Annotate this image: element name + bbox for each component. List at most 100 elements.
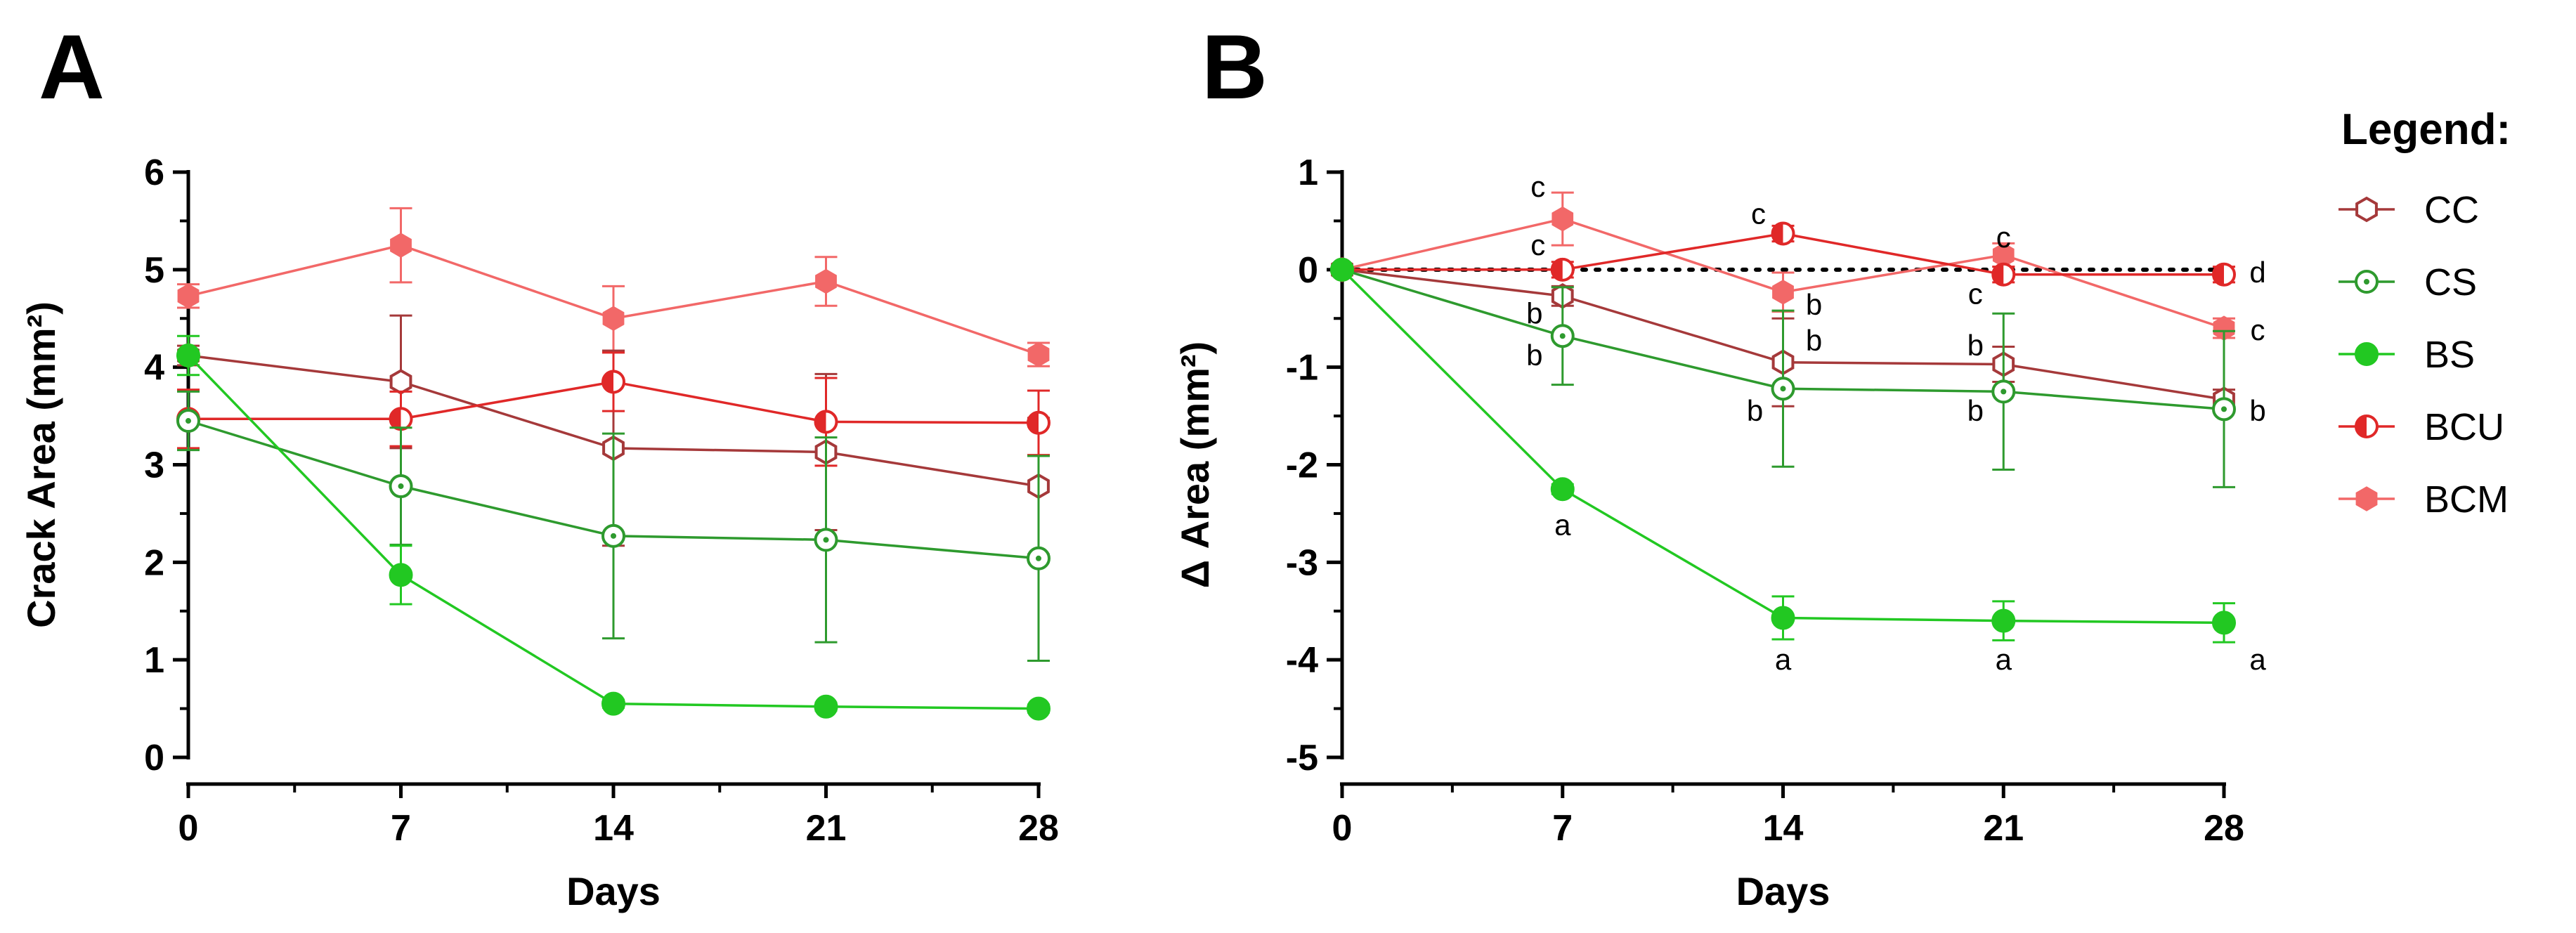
panel-b-letter: B xyxy=(1202,15,1268,118)
legend-title: Legend: xyxy=(2341,105,2511,154)
significance-letter: c xyxy=(2251,313,2265,346)
data-point xyxy=(390,563,412,586)
data-point xyxy=(1772,606,1795,629)
panel-a-letter: A xyxy=(39,15,105,118)
x-tick-label: 21 xyxy=(1983,808,2024,849)
x-axis-title: Days xyxy=(1736,869,1830,913)
significance-letter: a xyxy=(2249,643,2266,676)
data-point xyxy=(178,285,198,307)
figure-canvas: A B 01234560 7 14 21 28DaysCrack Area (mm²) … xyxy=(0,0,2576,933)
significance-letter: b xyxy=(2249,394,2265,427)
data-point xyxy=(1773,378,1794,399)
significance-letter: c xyxy=(1751,197,1766,230)
y-tick-label: -4 xyxy=(1286,640,1318,681)
y-axis-title: Crack Area (mm²) xyxy=(19,301,63,628)
data-point xyxy=(603,371,624,392)
significance-letter: b xyxy=(1806,324,1822,357)
legend-marker xyxy=(2357,198,2376,221)
legend-marker xyxy=(2356,416,2377,437)
data-point xyxy=(1028,412,1049,433)
data-point xyxy=(178,410,199,431)
significance-letter: c xyxy=(1530,170,1545,203)
data-point xyxy=(177,344,200,367)
y-tick-label: 0 xyxy=(1298,250,1318,291)
significance-letter: a xyxy=(1775,643,1792,676)
chart-a: 0 1 2 3 4 5 6 0 7 14 21 28 Days Crack Area (mm²) xyxy=(19,152,1059,913)
x-tick-label: 7 xyxy=(391,808,411,849)
data-point xyxy=(1553,208,1573,230)
significance-letter: b xyxy=(1967,394,1984,427)
data-point xyxy=(1552,259,1573,280)
data-point xyxy=(1773,223,1794,244)
x-tick-label: 0 xyxy=(1332,808,1353,849)
y-tick-label: 1 xyxy=(144,640,164,681)
y-tick-label: -5 xyxy=(1286,738,1318,778)
data-point xyxy=(816,411,837,432)
significance-letter: b xyxy=(1526,296,1542,330)
x-tick-label: 28 xyxy=(2204,808,2244,849)
y-axis-title: Δ Area (mm²) xyxy=(1173,341,1217,588)
data-point xyxy=(1029,344,1048,366)
y-tick-label: -1 xyxy=(1286,348,1318,389)
data-point xyxy=(391,408,412,429)
data-point xyxy=(1552,478,1574,500)
legend-item-bs: BS xyxy=(2338,334,2475,376)
legend-label: BCM xyxy=(2424,478,2509,521)
significance-letter: c xyxy=(1530,228,1545,261)
y-tick-label: -2 xyxy=(1286,445,1318,486)
legend: Legend: CC CS BS BCU BCM xyxy=(2338,105,2511,521)
legend-label: BCU xyxy=(2424,406,2504,448)
legend-item-bcu: BCU xyxy=(2338,406,2504,448)
significance-letter: b xyxy=(1747,394,1763,427)
x-tick-label: 7 xyxy=(1552,808,1573,849)
y-tick-label: -3 xyxy=(1286,542,1318,583)
data-point xyxy=(604,307,623,330)
data-point xyxy=(1331,259,1353,281)
data-point xyxy=(1993,264,2014,285)
x-axis-title: Days xyxy=(566,869,661,913)
legend-item-cs: CS xyxy=(2338,261,2477,304)
data-point xyxy=(817,270,836,293)
data-point xyxy=(1993,381,2014,402)
y-tick-label: 0 xyxy=(144,738,164,778)
legend-marker xyxy=(2356,271,2377,292)
x-tick-label: 14 xyxy=(1763,808,1804,849)
data-point xyxy=(815,696,838,718)
data-point xyxy=(1027,698,1050,720)
legend-label: CS xyxy=(2424,261,2477,304)
legend-marker xyxy=(2357,488,2376,510)
data-point xyxy=(816,529,837,550)
data-point xyxy=(391,476,412,497)
data-point xyxy=(2213,611,2235,634)
significance-letter: b xyxy=(1967,329,1984,362)
legend-item-bcm: BCM xyxy=(2338,478,2509,521)
legend-item-cc: CC xyxy=(2338,189,2479,231)
y-tick-label: 1 xyxy=(1298,152,1318,193)
data-point xyxy=(1774,281,1793,304)
x-tick-label: 0 xyxy=(178,808,199,849)
data-point xyxy=(391,234,411,256)
data-point xyxy=(1552,325,1573,346)
significance-letter: a xyxy=(1554,509,1571,542)
significance-letter: d xyxy=(2249,256,2265,289)
chart-b: 10-1-2-3-4-50 7 14 21 28DaysΔ Area (mm²)ccbb… xyxy=(1173,152,2266,913)
data-point xyxy=(2213,398,2235,419)
y-tick-label: 2 xyxy=(144,542,164,583)
data-point xyxy=(602,693,625,715)
data-point xyxy=(391,371,411,393)
x-tick-label: 21 xyxy=(806,808,847,849)
significance-letter: b xyxy=(1806,288,1822,321)
significance-letter: c xyxy=(1996,221,2011,254)
legend-label: BS xyxy=(2424,334,2475,376)
data-point xyxy=(1992,610,2015,632)
significance-letter: a xyxy=(1996,643,2012,676)
y-tick-label: 3 xyxy=(144,445,164,486)
data-point xyxy=(2213,264,2235,285)
series-bcm xyxy=(177,208,1050,366)
data-point xyxy=(603,526,624,547)
y-tick-label: 5 xyxy=(144,250,164,291)
x-tick-label: 28 xyxy=(1018,808,1059,849)
legend-marker xyxy=(2355,343,2378,365)
y-tick-label: 6 xyxy=(144,152,164,193)
legend-label: CC xyxy=(2424,189,2479,231)
